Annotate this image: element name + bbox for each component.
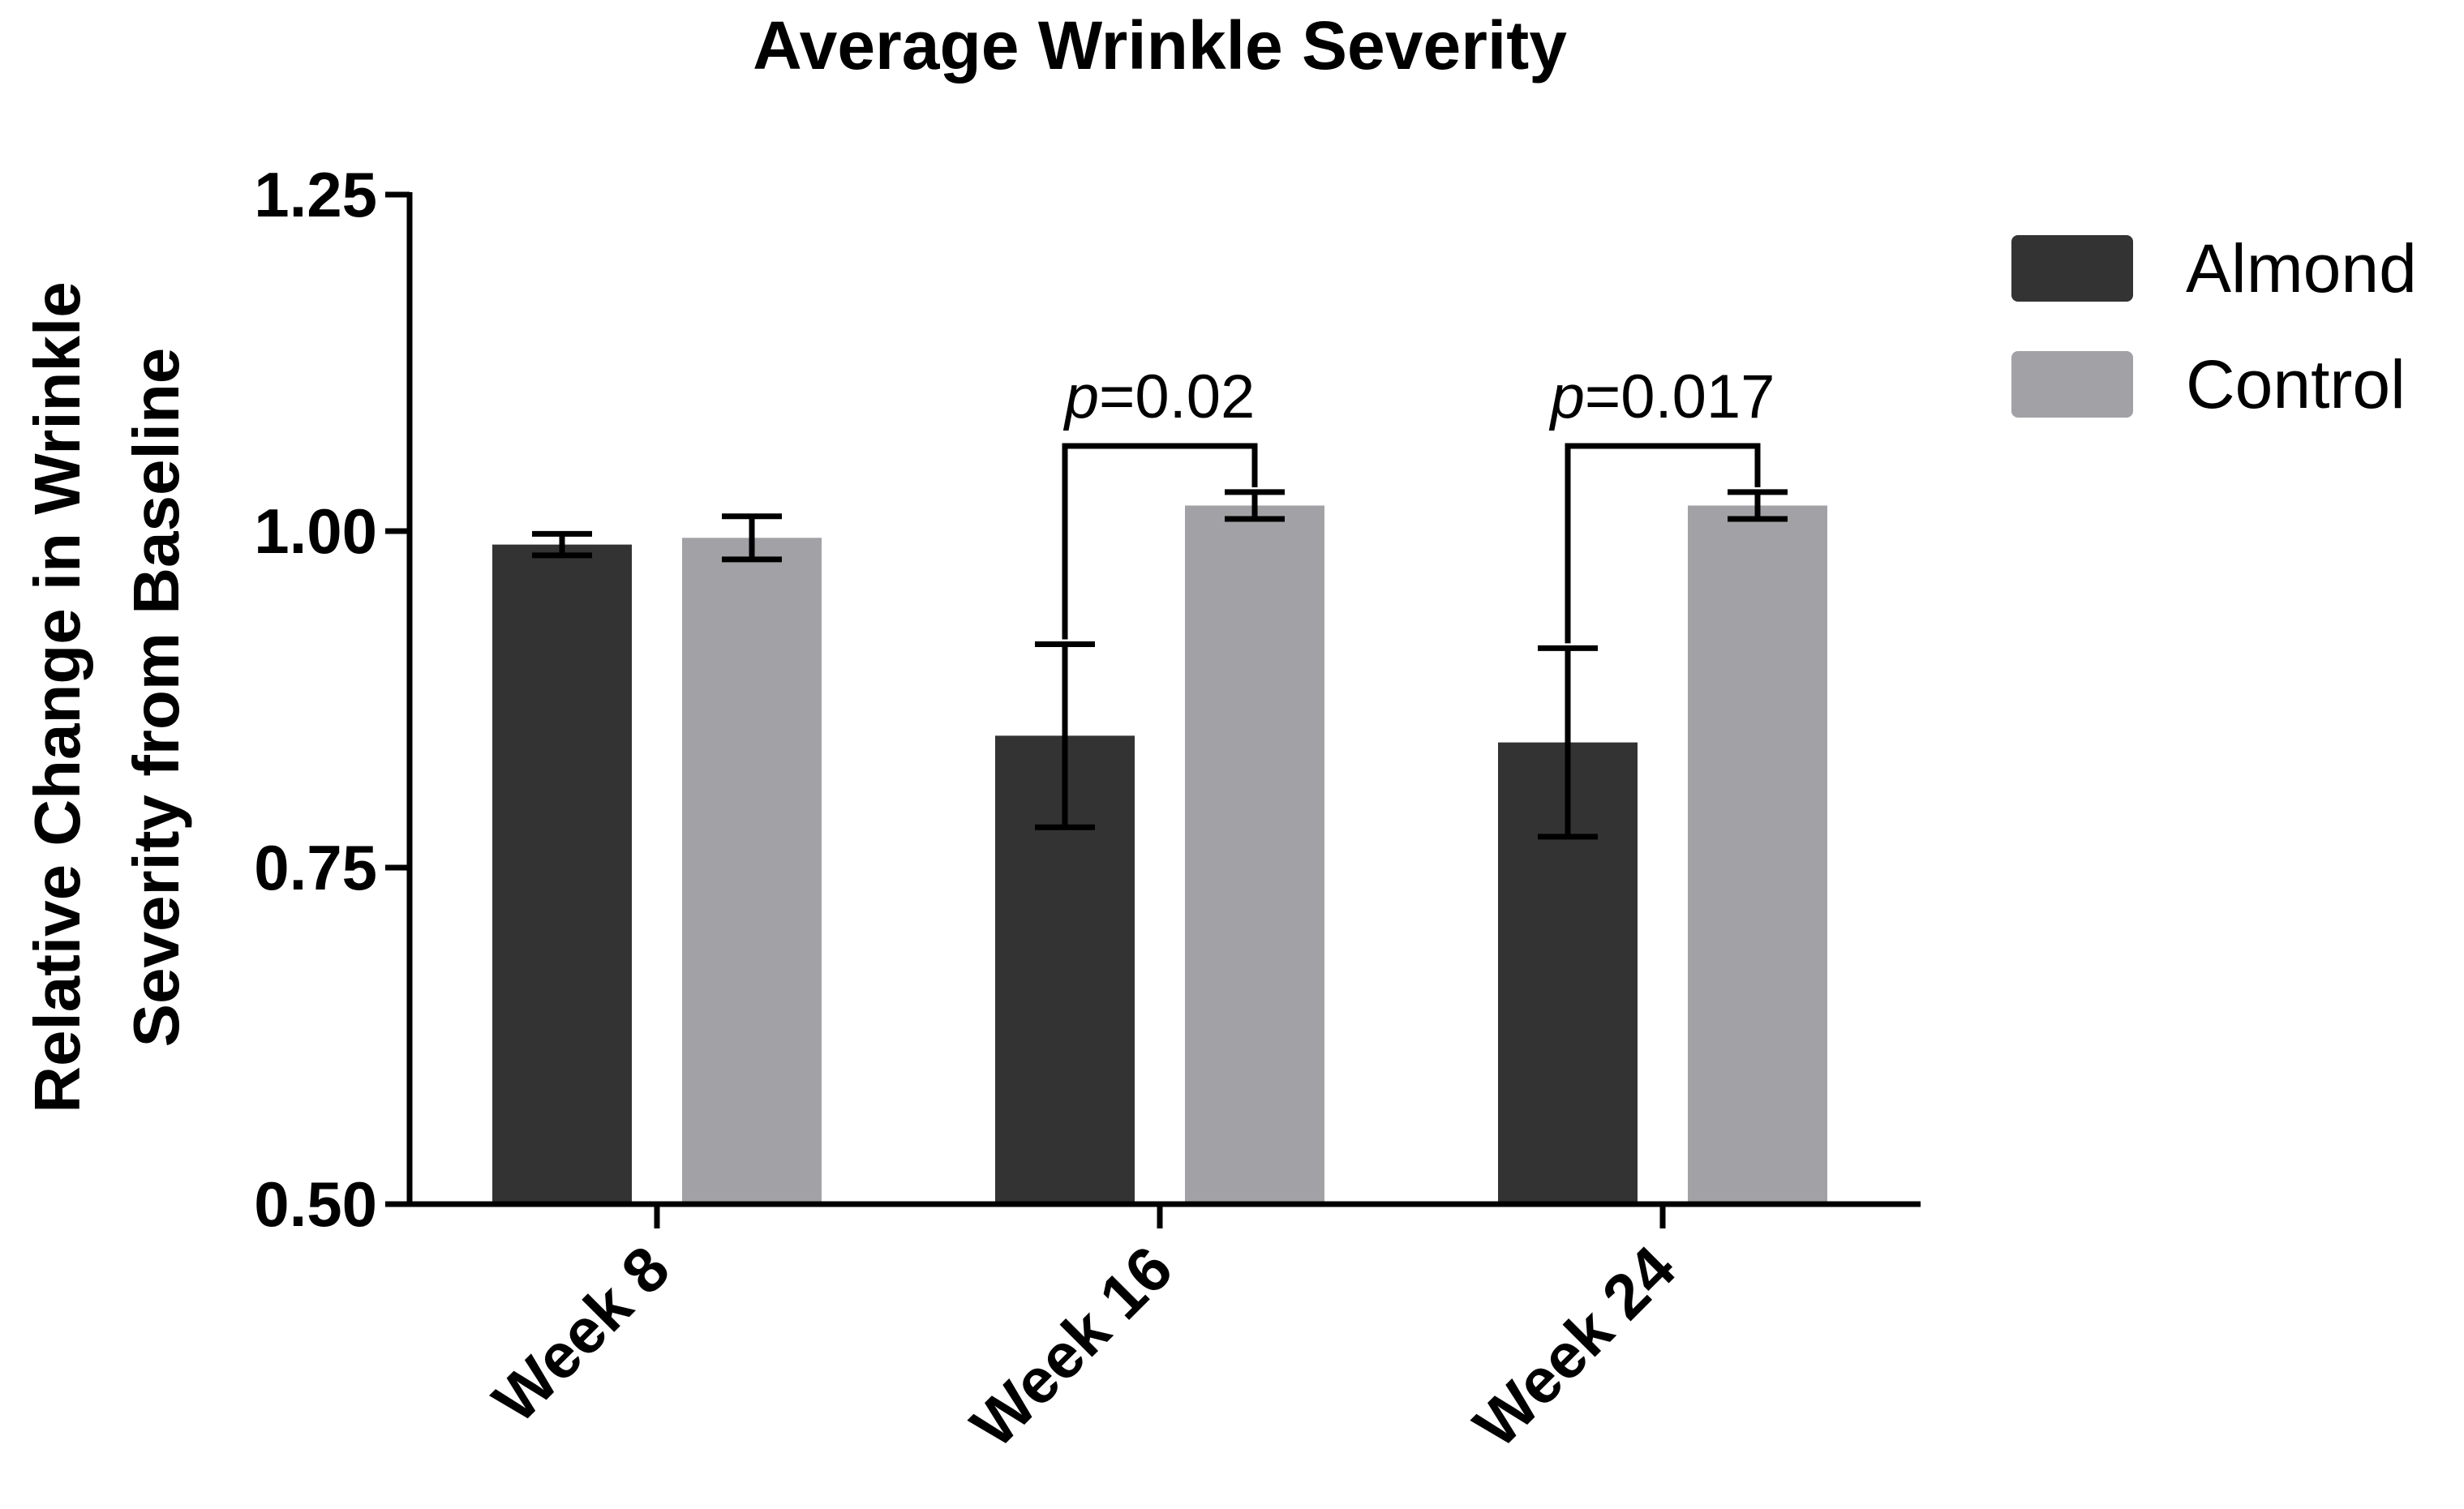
significance-bracket bbox=[1565, 443, 1761, 644]
bars-group bbox=[492, 505, 1827, 1204]
y-axis-label-line-1: Relative Change in Wrinkle bbox=[21, 281, 93, 1112]
x-tick-label: Week 8 bbox=[479, 1232, 683, 1436]
legend-label: Almond bbox=[2186, 230, 2417, 307]
x-tick-label: Week 24 bbox=[1460, 1232, 1689, 1461]
bar-control-week-16 bbox=[1185, 505, 1324, 1204]
error-bar-control-2 bbox=[1728, 489, 1788, 522]
y-tick-label: 0.75 bbox=[254, 832, 377, 903]
legend-swatch bbox=[2011, 235, 2133, 302]
legend-item-almond: Almond bbox=[2011, 230, 2417, 307]
p-value-label: p=0.02 bbox=[1063, 362, 1256, 431]
legend-swatch bbox=[2011, 351, 2133, 418]
y-axis-label-line-2: Severity from Baseline bbox=[120, 348, 192, 1048]
error-bar-almond-2 bbox=[1538, 645, 1598, 840]
legend: Almond Control bbox=[2011, 230, 2417, 422]
p-value-label: p=0.017 bbox=[1549, 362, 1775, 431]
y-tick-label: 0.50 bbox=[254, 1168, 377, 1240]
error-bar-almond-1 bbox=[1035, 641, 1095, 830]
bar-control-week-24 bbox=[1688, 505, 1827, 1204]
x-tick-label: Week 16 bbox=[957, 1232, 1186, 1461]
p-value-italic-p: p bbox=[1063, 362, 1099, 431]
y-axis-label: Relative Change in Wrinkle Severity from… bbox=[21, 281, 192, 1112]
x-axis: Week 8 Week 16 Week 24 bbox=[407, 1201, 1921, 1461]
error-bars-group bbox=[532, 489, 1788, 840]
bar-control-week-8 bbox=[682, 538, 822, 1204]
error-bar-control-1 bbox=[1225, 489, 1285, 522]
legend-item-control: Control bbox=[2011, 346, 2406, 422]
significance-bracket bbox=[1062, 443, 1258, 640]
y-tick-label: 1.00 bbox=[254, 495, 377, 567]
error-bar-control-0 bbox=[722, 513, 782, 563]
p-value-number: =0.017 bbox=[1585, 362, 1775, 431]
p-value-italic-p: p bbox=[1549, 362, 1585, 431]
y-axis: 0.50 0.75 1.00 1.25 bbox=[254, 159, 413, 1240]
significance-annotations: p=0.02 p=0.017 bbox=[1062, 362, 1775, 644]
y-tick-label: 1.25 bbox=[254, 159, 377, 230]
chart-title: Average Wrinkle Severity bbox=[753, 7, 1567, 84]
p-value-number: =0.02 bbox=[1099, 362, 1255, 431]
legend-label: Control bbox=[2186, 346, 2406, 422]
error-bar-almond-0 bbox=[532, 530, 592, 559]
bar-almond-week-8 bbox=[492, 544, 632, 1204]
